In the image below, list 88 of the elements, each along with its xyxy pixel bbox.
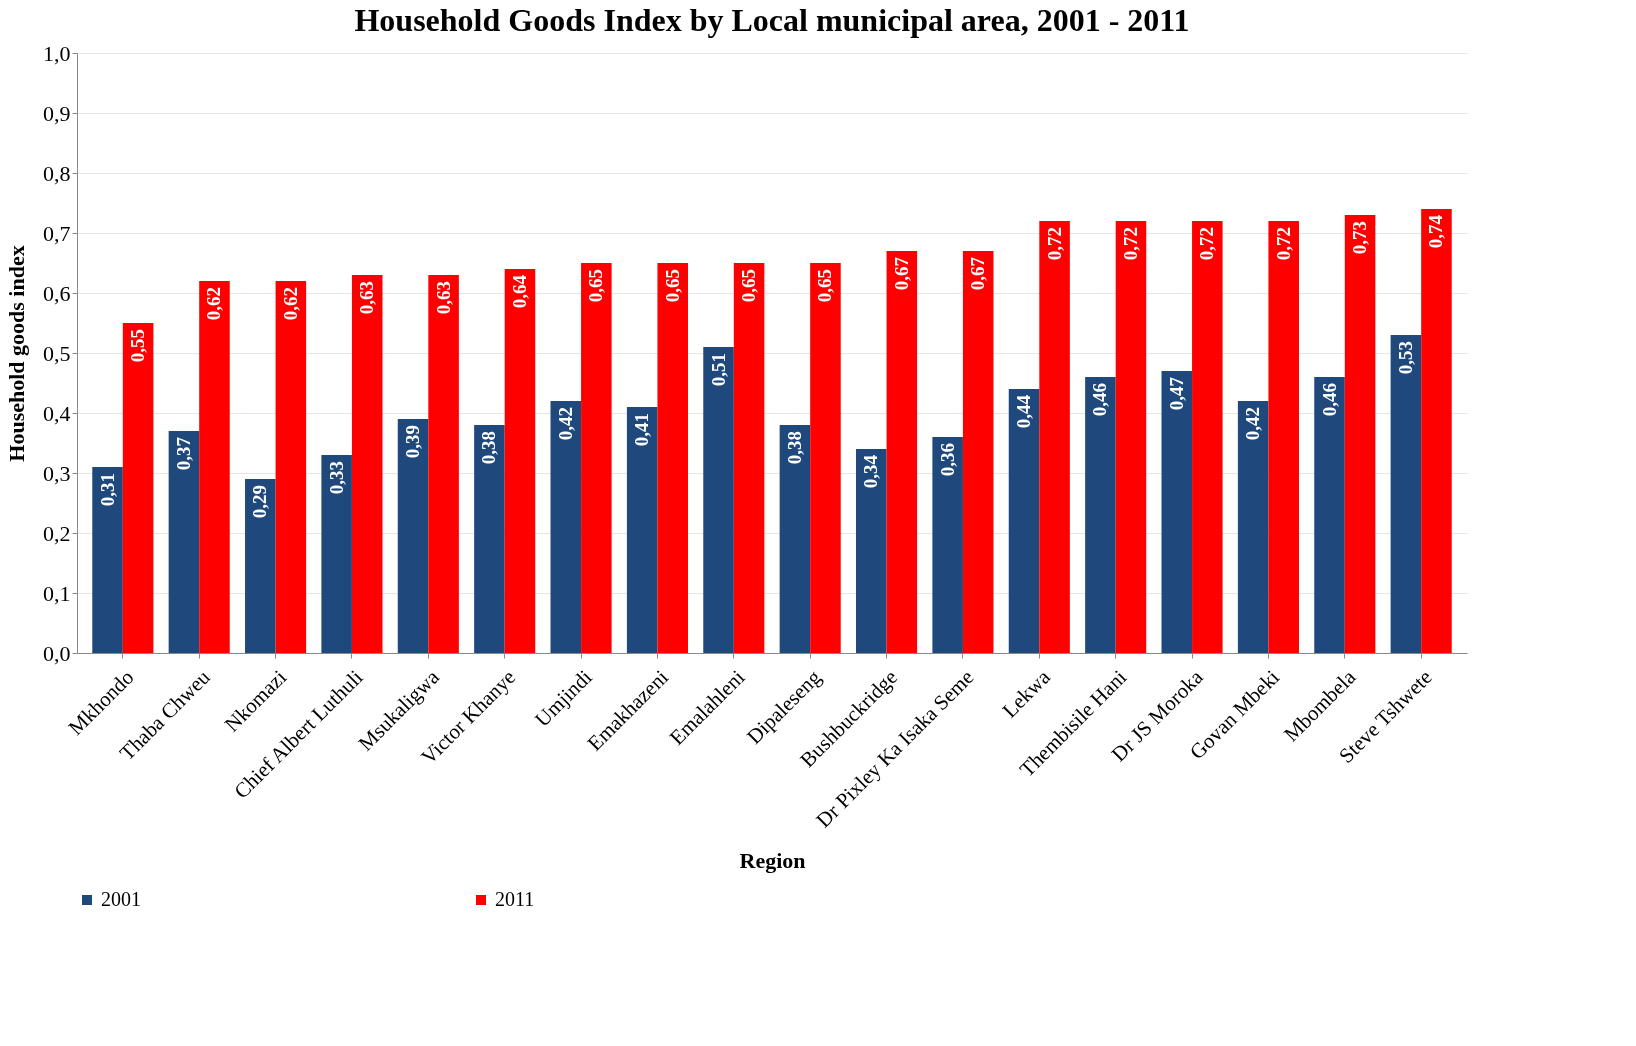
legend-label: 2011 (495, 888, 535, 910)
data-label: 0,42 (554, 407, 576, 441)
data-label: 0,72 (1119, 227, 1141, 261)
y-tick-label: 0,3 (43, 460, 71, 486)
y-tick-label: 0,2 (43, 520, 71, 546)
bar (92, 467, 123, 653)
data-label: 0,44 (1013, 394, 1035, 429)
bar (1115, 221, 1147, 653)
bar (1390, 335, 1422, 653)
bar (1421, 209, 1452, 653)
data-label: 0,29 (249, 485, 271, 519)
y-tick-label: 0,0 (43, 640, 71, 666)
y-tick-label: 0,9 (43, 100, 71, 126)
y-tick-label: 1,0 (43, 40, 71, 66)
data-label: 0,55 (127, 329, 149, 363)
bar (779, 425, 811, 653)
bar (504, 269, 536, 653)
data-label: 0,53 (1394, 341, 1416, 375)
y-tick-label: 0,7 (43, 220, 71, 246)
legend-label: 2001 (101, 888, 141, 910)
data-label: 0,34 (860, 454, 882, 489)
data-label: 0,31 (96, 473, 118, 507)
y-tick-label: 0,1 (43, 580, 71, 606)
bar (810, 263, 841, 653)
data-label: 0,51 (707, 353, 729, 387)
bar (932, 437, 963, 653)
data-label: 0,62 (279, 287, 301, 321)
data-label: 0,64 (508, 274, 530, 309)
data-label: 0,65 (738, 269, 760, 303)
bar (397, 419, 429, 653)
data-label: 0,47 (1165, 376, 1187, 411)
data-label: 0,73 (1349, 221, 1371, 255)
data-label: 0,67 (967, 256, 989, 291)
bar (1192, 221, 1223, 653)
bar (657, 263, 688, 653)
data-label: 0,46 (1089, 383, 1111, 417)
data-label: 0,72 (1043, 227, 1065, 261)
y-axis-title: Household goods index (4, 245, 29, 462)
data-label: 0,33 (325, 461, 347, 495)
data-label: 0,38 (478, 431, 500, 465)
data-label: 0,65 (661, 269, 683, 303)
bar (856, 449, 887, 653)
x-axis-title: Region (739, 848, 806, 874)
bar (1268, 221, 1299, 653)
bar (886, 251, 918, 653)
data-label: 0,72 (1272, 227, 1294, 261)
data-label: 0,42 (1242, 407, 1264, 441)
chart-title: Household Goods Index by Local municipal area, 2001 - 2011 (354, 2, 1190, 38)
bar (321, 455, 352, 653)
data-label: 0,38 (783, 431, 805, 465)
y-tick-label: 0,8 (43, 160, 71, 186)
data-label: 0,72 (1196, 227, 1218, 261)
bar (122, 323, 154, 653)
bar (733, 263, 765, 653)
data-label: 0,62 (203, 287, 225, 321)
y-tick-label: 0,5 (43, 340, 71, 366)
y-tick-label: 0,4 (43, 400, 71, 426)
data-label: 0,63 (356, 281, 378, 315)
bar (275, 281, 307, 653)
y-tick-label: 0,6 (43, 280, 71, 306)
data-label: 0,46 (1318, 383, 1340, 417)
bar (1237, 401, 1269, 653)
bar (962, 251, 994, 653)
bar (1085, 377, 1116, 653)
data-label: 0,36 (936, 443, 958, 477)
data-label: 0,37 (172, 436, 194, 471)
bar (703, 347, 734, 653)
bar (474, 425, 505, 653)
bar (428, 275, 459, 653)
data-label: 0,39 (402, 425, 424, 459)
bar (550, 401, 582, 653)
bar (1161, 371, 1193, 653)
data-label: 0,63 (432, 281, 454, 315)
data-label: 0,74 (1425, 214, 1447, 249)
bar (199, 281, 230, 653)
bar (1039, 221, 1070, 653)
bar (1344, 215, 1376, 653)
data-label: 0,41 (631, 413, 653, 447)
bar (1008, 389, 1040, 653)
data-label: 0,67 (890, 256, 912, 291)
bar (1314, 377, 1345, 653)
bar (245, 479, 276, 653)
bar (168, 431, 200, 653)
bar (581, 263, 612, 653)
data-label: 0,65 (814, 269, 836, 303)
data-label: 0,65 (585, 269, 607, 303)
bar (626, 407, 658, 653)
bar (351, 275, 383, 653)
